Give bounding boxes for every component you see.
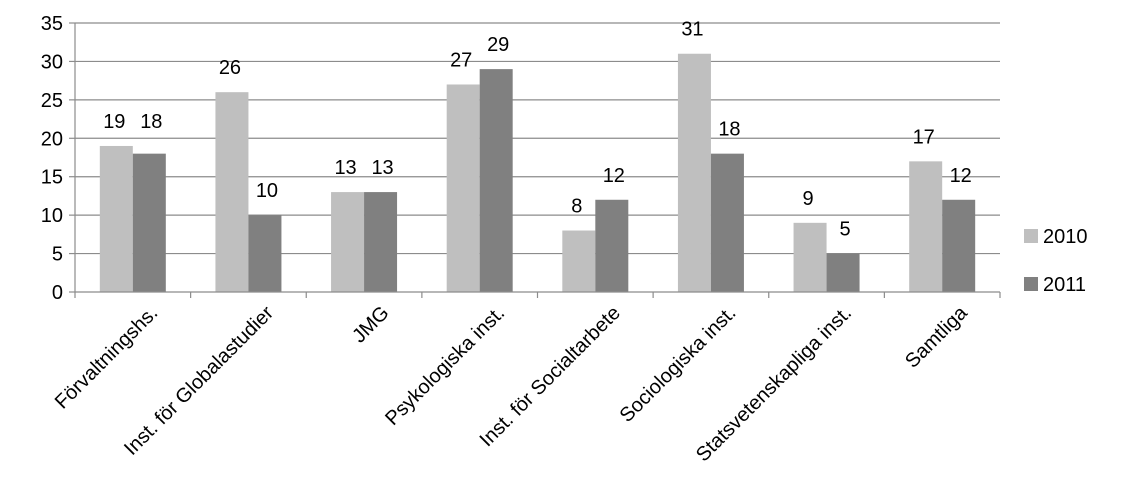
x-category-label: JMG bbox=[348, 302, 393, 347]
x-category-label: Samtliga bbox=[901, 301, 972, 372]
data-label: 18 bbox=[140, 111, 162, 133]
data-label: 9 bbox=[803, 188, 814, 210]
axes bbox=[74, 23, 1001, 298]
data-labels: 19 18 26 10 13 13 27 29 8 12 31 18 9 5 17 12 bbox=[103, 19, 972, 241]
y-tick-label: 10 bbox=[41, 205, 63, 227]
y-tick-label: 5 bbox=[52, 244, 63, 266]
bar-2010 bbox=[909, 161, 943, 292]
data-label: 8 bbox=[571, 196, 582, 218]
bar-2010 bbox=[446, 84, 480, 292]
bar-2010 bbox=[215, 92, 249, 293]
bar-2011 bbox=[132, 153, 166, 292]
x-category-label: Förvaltningshs. bbox=[51, 302, 162, 413]
y-tick-label: 25 bbox=[41, 90, 63, 112]
y-axis-ticks: 0 5 10 15 20 25 30 35 bbox=[41, 13, 75, 304]
bar-2010 bbox=[331, 192, 365, 292]
data-label: 18 bbox=[718, 119, 740, 141]
bar-2010 bbox=[677, 53, 711, 292]
y-tick-label: 35 bbox=[41, 13, 63, 35]
bar-2011 bbox=[942, 199, 976, 292]
bar-2011 bbox=[826, 253, 860, 292]
data-label: 12 bbox=[603, 165, 625, 187]
data-label: 10 bbox=[256, 180, 278, 202]
bar-2010 bbox=[99, 145, 133, 292]
data-label: 12 bbox=[950, 165, 972, 187]
data-label: 27 bbox=[450, 49, 472, 71]
bar-2010 bbox=[562, 230, 596, 292]
data-label: 26 bbox=[219, 57, 241, 79]
data-label: 13 bbox=[334, 157, 356, 179]
x-category-label: Psykologiska inst. bbox=[381, 302, 509, 430]
bar-2011 bbox=[248, 215, 282, 292]
legend-label-2011: 2011 bbox=[1043, 274, 1086, 296]
y-tick-label: 0 bbox=[52, 282, 63, 304]
y-tick-label: 30 bbox=[41, 51, 63, 73]
bar-2010 bbox=[793, 222, 827, 292]
data-label: 29 bbox=[487, 34, 509, 56]
y-tick-label: 20 bbox=[41, 128, 63, 150]
y-tick-label: 15 bbox=[41, 167, 63, 189]
bar-2011 bbox=[479, 69, 513, 292]
bar-2011 bbox=[364, 192, 398, 292]
data-label: 5 bbox=[840, 219, 851, 241]
legend-swatch-2011 bbox=[1024, 277, 1038, 291]
gridlines bbox=[75, 22, 1000, 255]
legend-label-2010: 2010 bbox=[1043, 226, 1088, 248]
x-axis-labels: Förvaltningshs.Inst. för Globalastudier J… bbox=[51, 301, 972, 466]
bar-2011 bbox=[710, 153, 744, 292]
legend-swatch-2010 bbox=[1024, 229, 1038, 243]
data-label: 17 bbox=[913, 126, 935, 148]
data-label: 19 bbox=[103, 111, 125, 133]
data-label: 13 bbox=[371, 157, 393, 179]
bars bbox=[99, 53, 976, 293]
legend: 2010 2011 bbox=[1024, 226, 1088, 296]
bar-2011 bbox=[595, 199, 629, 292]
x-category-label: Sociologiska inst. bbox=[616, 302, 741, 427]
data-label: 31 bbox=[681, 19, 703, 41]
